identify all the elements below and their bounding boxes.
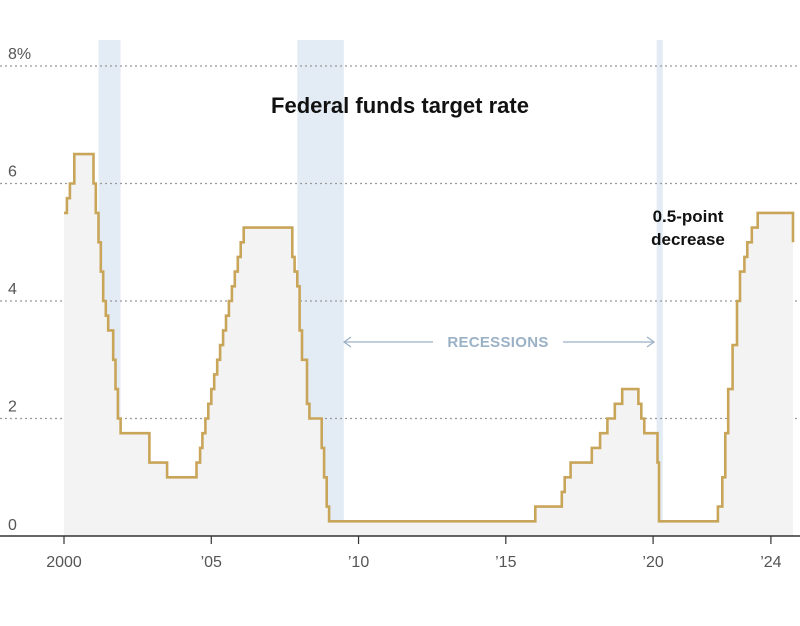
- decrease-annotation: 0.5-point decrease: [651, 207, 725, 249]
- recessions-label-group: RECESSIONS: [342, 334, 656, 351]
- decrease-annotation-line-0: 0.5-point: [653, 207, 724, 226]
- y-tick-label-4: 4: [8, 281, 17, 298]
- x-tick-label-2005: ’05: [201, 554, 222, 571]
- y-tick-label-0: 0: [8, 517, 17, 534]
- chart-title: Federal funds target rate: [271, 93, 529, 118]
- x-tick-label-2024: ’24: [760, 554, 781, 571]
- recession-band-2: [656, 40, 663, 536]
- y-gridlines: [0, 65, 800, 420]
- series-area-fill: [64, 154, 793, 536]
- x-tick-label-2020: ’20: [642, 554, 663, 571]
- x-tick-label-2010: ’10: [348, 554, 369, 571]
- recessions-arrowhead-right: [646, 336, 656, 348]
- y-tick-label-8: 8%: [8, 46, 31, 63]
- decrease-annotation-line-1: decrease: [651, 230, 725, 249]
- x-tick-label-2000: 2000: [46, 554, 82, 571]
- chart-title-text: Federal funds target rate: [271, 93, 529, 118]
- decrease-annotation-text: 0.5-point decrease: [651, 207, 725, 249]
- x-tick-label-2015: ’15: [495, 554, 516, 571]
- y-tick-labels: 0 2 4 6 8%: [8, 46, 31, 534]
- series-line: [64, 152, 795, 523]
- recessions-label: RECESSIONS: [447, 334, 548, 351]
- series-line-group: [64, 152, 795, 523]
- recessions-arrowhead-left: [342, 336, 352, 348]
- y-tick-label-6: 6: [8, 164, 17, 181]
- y-tick-label-2: 2: [8, 399, 17, 416]
- x-axis: [0, 535, 800, 544]
- x-tick-labels: 2000 ’05 ’10 ’15 ’20 ’24: [46, 554, 781, 571]
- series-area: [64, 154, 793, 536]
